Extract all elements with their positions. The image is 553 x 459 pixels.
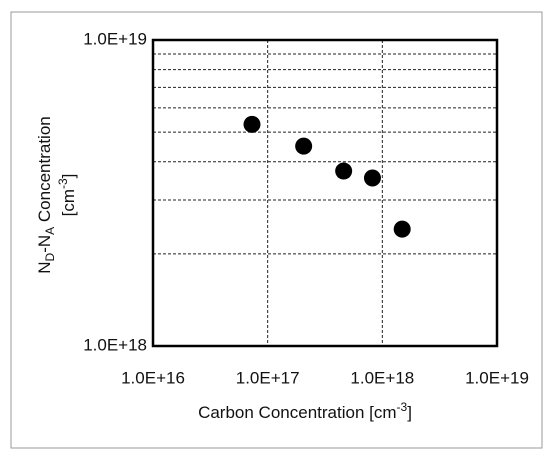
point [243, 115, 261, 133]
point [393, 220, 411, 238]
label-run: ] [407, 403, 412, 422]
label-run: D [43, 252, 57, 261]
point [335, 162, 353, 180]
label-run: [cm [59, 189, 78, 216]
x-tick-label: 1.0E+19 [465, 368, 529, 387]
label-run: A [43, 227, 57, 235]
label-run: -3 [56, 178, 70, 189]
label-run: N [35, 261, 54, 273]
y-axis-label: [cm-3] [56, 174, 78, 217]
label-run: Carbon Concentration [cm [198, 403, 396, 422]
y-tick-label: 1.0E+18 [83, 335, 147, 354]
label-run: -N [35, 235, 54, 253]
x-tick-label: 1.0E+16 [121, 368, 185, 387]
x-tick-label: 1.0E+18 [350, 368, 414, 387]
plot-area [151, 38, 499, 348]
point [363, 169, 381, 187]
y-axis-label: ND-NA Concentration [35, 116, 57, 274]
label-run: -3 [397, 400, 408, 414]
x-tick-label: 1.0E+17 [236, 368, 300, 387]
label-run: ] [59, 174, 78, 179]
label-run: Concentration [35, 116, 54, 227]
frame [10, 11, 543, 449]
x-axis-label: Carbon Concentration [cm-3] [198, 400, 412, 422]
y-tick-label: 1.0E+19 [83, 29, 147, 48]
point [295, 137, 313, 155]
